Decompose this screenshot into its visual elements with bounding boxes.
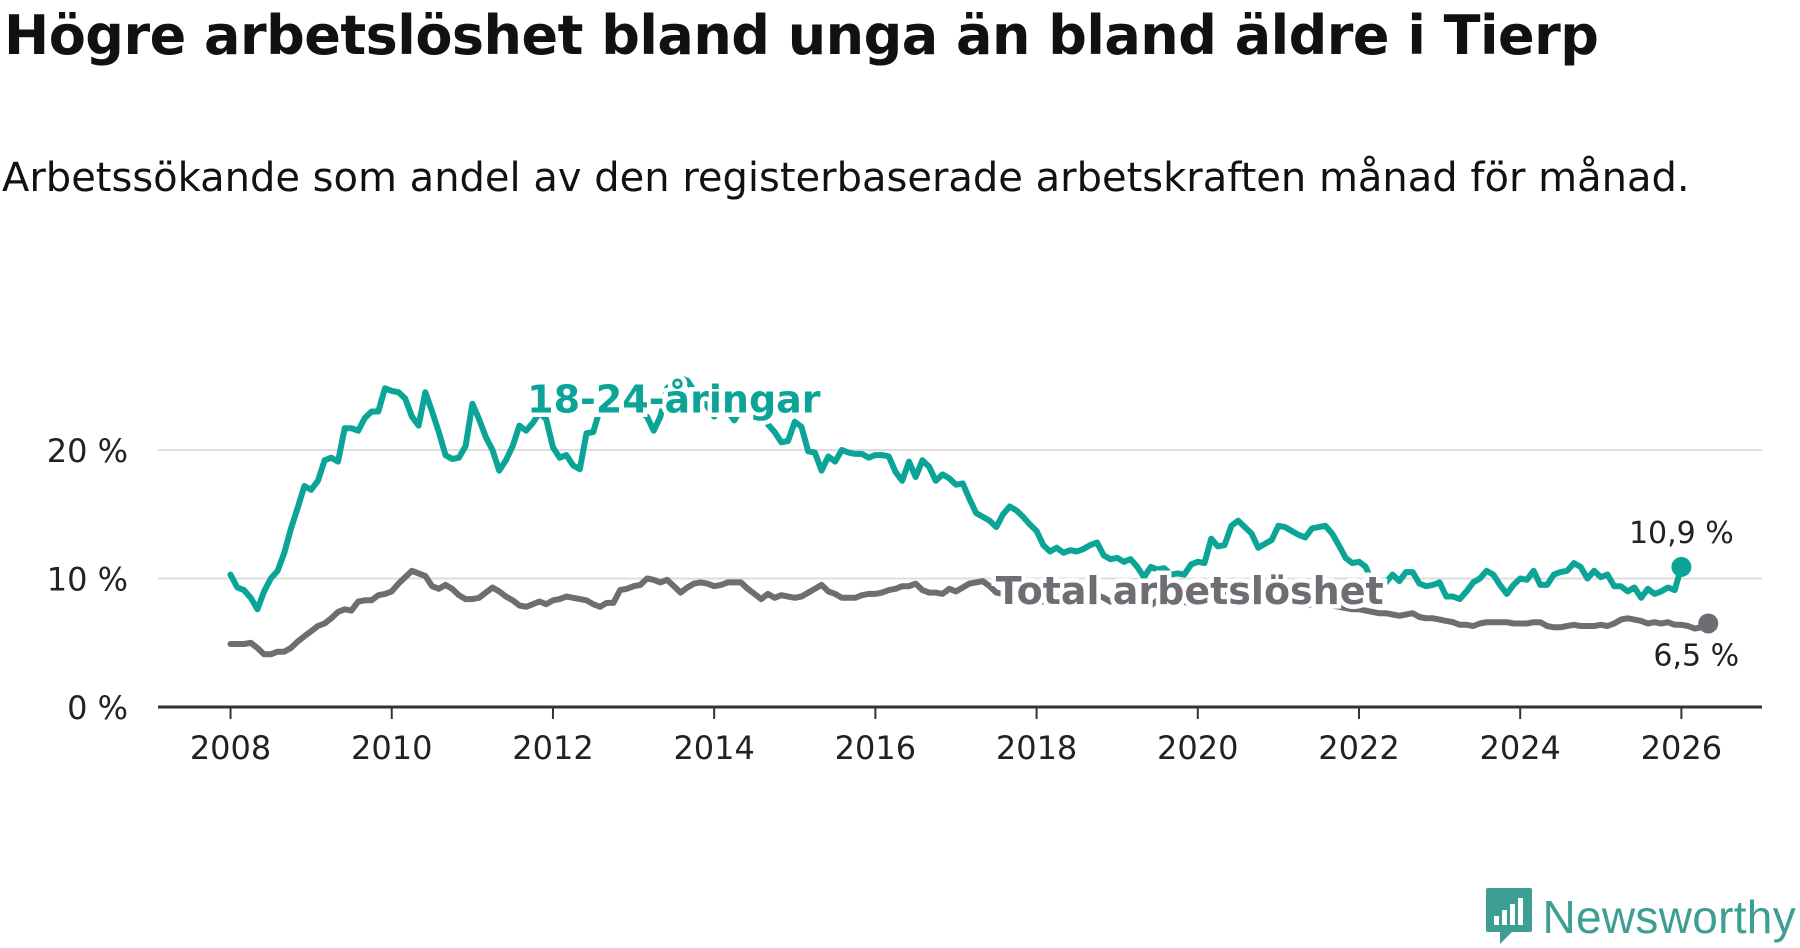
y-tick-label: 10 % (47, 561, 128, 599)
x-tick-label: 2018 (996, 729, 1077, 767)
series-end-label: 10,9 % (1629, 516, 1734, 551)
chart-title: Högre arbetslöshet bland unga än bland ä… (4, 4, 1599, 67)
y-tick-label: 0 % (67, 689, 128, 727)
newsworthy-logo-icon (1486, 888, 1533, 944)
x-tick-label: 2010 (351, 729, 432, 767)
x-tick-label: 2020 (1157, 729, 1238, 767)
x-tick-label: 2022 (1318, 729, 1399, 767)
x-tick-label: 2012 (512, 729, 593, 767)
brand-name: Newsworthy (1542, 891, 1796, 943)
series-name-label: 18-24-åringar (527, 378, 821, 422)
series-end-point (1671, 556, 1692, 577)
series-end-label: 6,5 % (1653, 638, 1739, 673)
x-tick-label: 2016 (835, 729, 916, 767)
y-tick-label: 20 % (47, 432, 128, 470)
series-end-point (1698, 613, 1719, 634)
x-tick-label: 2024 (1479, 729, 1560, 767)
x-tick-label: 2008 (190, 729, 271, 767)
chart-subtitle: Arbetssökande som andel av den registerb… (2, 155, 1690, 201)
series-name-label: Total arbetslöshet (996, 569, 1384, 613)
x-tick-label: 2026 (1641, 729, 1722, 767)
brand-logo: Newsworthy (1484, 886, 1796, 948)
series-line (227, 567, 1712, 658)
x-tick-label: 2014 (673, 729, 754, 767)
series-line (227, 375, 1685, 613)
